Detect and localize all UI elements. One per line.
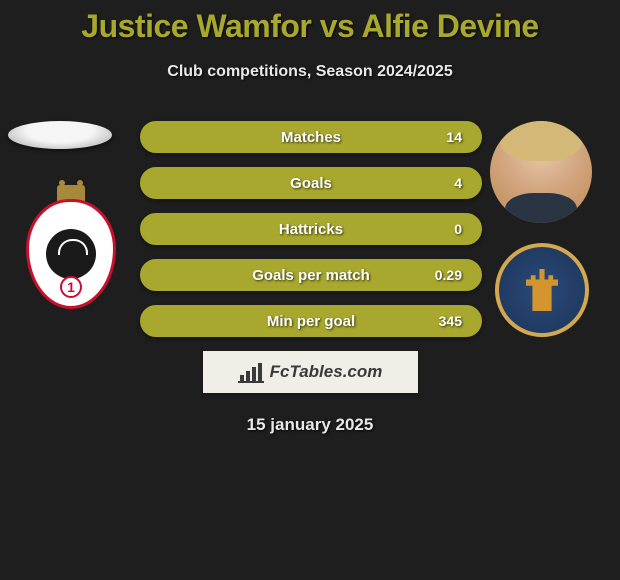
stat-value: 0.29 — [435, 267, 462, 283]
stat-row-min-per-goal: Min per goal 345 — [140, 305, 482, 337]
stat-label: Min per goal — [267, 313, 355, 330]
stat-label: Matches — [281, 129, 341, 146]
bar-chart-icon — [238, 361, 264, 383]
comparison-title: Justice Wamfor vs Alfie Devine — [0, 0, 620, 45]
stat-row-goals-per-match: Goals per match 0.29 — [140, 259, 482, 291]
stat-label: Goals per match — [252, 267, 370, 284]
brand-attribution: FcTables.com — [203, 351, 418, 393]
stat-row-matches: Matches 14 — [140, 121, 482, 153]
stat-label: Hattricks — [279, 221, 343, 238]
player-avatar — [490, 121, 592, 223]
snapshot-date: 15 january 2025 — [0, 415, 620, 435]
football-icon — [46, 229, 96, 279]
stat-value: 0 — [454, 221, 462, 237]
stat-row-goals: Goals 4 — [140, 167, 482, 199]
comparison-subtitle: Club competitions, Season 2024/2025 — [0, 63, 620, 81]
stat-value: 14 — [446, 129, 462, 145]
castle-icon — [526, 269, 558, 311]
brand-name: FcTables.com — [270, 362, 383, 382]
player-silhouette-placeholder — [8, 121, 112, 149]
stat-label: Goals — [290, 175, 332, 192]
right-club-badge — [495, 243, 589, 337]
club-badge-number: 1 — [60, 276, 82, 298]
shield-icon: 1 — [26, 199, 116, 309]
stat-row-hattricks: Hattricks 0 — [140, 213, 482, 245]
stat-value: 345 — [439, 313, 462, 329]
stat-value: 4 — [454, 175, 462, 191]
left-club-badge: 1 — [26, 199, 116, 319]
right-player-column — [490, 121, 600, 337]
left-player-column: 1 — [8, 121, 128, 319]
stats-bar-list: Matches 14 Goals 4 Hattricks 0 Goals per… — [140, 121, 482, 337]
comparison-body: 1 Matches 14 Goals 4 Hattricks 0 Goals p… — [0, 121, 620, 337]
